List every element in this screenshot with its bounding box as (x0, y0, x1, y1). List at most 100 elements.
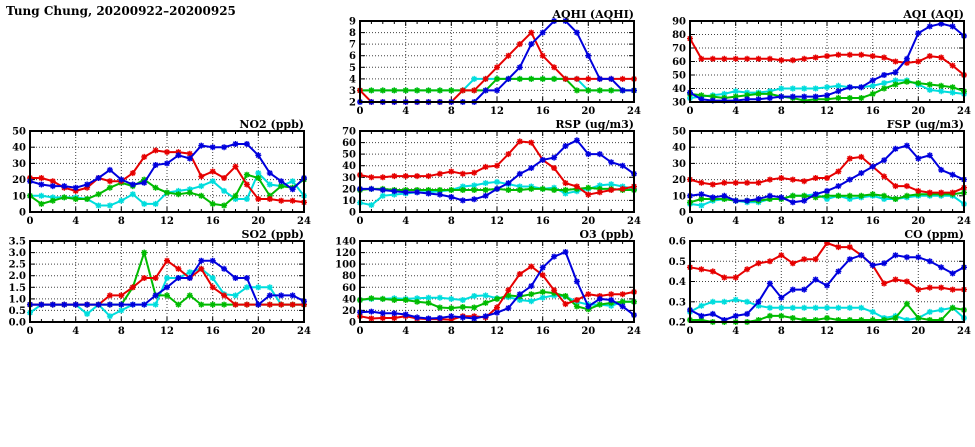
svg-text:30: 30 (672, 159, 686, 170)
chart-title: SO2 (ppb) (242, 228, 305, 241)
svg-text:7: 7 (349, 40, 356, 51)
svg-text:20: 20 (911, 216, 925, 227)
svg-text:8: 8 (448, 106, 455, 117)
svg-text:12: 12 (490, 326, 504, 337)
svg-text:70: 70 (342, 127, 356, 138)
chart-aqi: 30 40 50 60 70 80 90 0 4 8 12 16 20 24 AQI (AQI) (660, 8, 972, 118)
svg-text:80: 80 (342, 271, 356, 282)
svg-text:140: 140 (335, 237, 356, 248)
svg-text:4: 4 (402, 326, 409, 337)
plot-border (689, 130, 965, 213)
svg-text:60: 60 (342, 138, 356, 149)
svg-text:30: 30 (342, 173, 356, 184)
svg-text:20: 20 (581, 216, 595, 227)
svg-text:8: 8 (778, 216, 785, 227)
svg-text:0: 0 (349, 208, 356, 219)
svg-text:30: 30 (12, 159, 26, 170)
svg-text:50: 50 (12, 127, 26, 138)
chart-o3: 0 20 40 60 80 100 120 140 0 4 8 12 16 20 24 O3 (ppb) (330, 228, 642, 338)
svg-text:8: 8 (118, 326, 125, 337)
chart-title: RSP (ug/m3) (555, 118, 634, 131)
gridlines (30, 241, 304, 322)
svg-text:0.3: 0.3 (669, 297, 686, 308)
series-blue (27, 141, 307, 193)
svg-text:9: 9 (349, 17, 356, 28)
svg-text:12: 12 (820, 106, 834, 117)
svg-text:0: 0 (27, 216, 34, 227)
svg-text:0: 0 (687, 326, 694, 337)
chart-co: 0.2 0.3 0.4 0.5 0.6 0 4 8 12 16 20 24 CO (ppm) (660, 228, 972, 338)
chart-so2: 0.0 0.5 1.0 1.5 2.0 2.5 3.0 3.5 0 4 8 12 16 20 24 SO2 (… (0, 228, 312, 338)
svg-text:40: 40 (672, 84, 686, 95)
svg-text:24: 24 (627, 216, 641, 227)
svg-text:4: 4 (402, 106, 409, 117)
axis-labels: 0 10 20 30 40 50 0 4 8 12 16 20 24 (12, 127, 311, 228)
axis-labels: 30 40 50 60 70 80 90 0 4 8 12 16 20 24 (672, 17, 971, 118)
svg-text:10: 10 (342, 196, 356, 207)
chart-no2: 0 10 20 30 40 50 0 4 8 12 16 20 24 NO2 (ppb) (0, 118, 312, 228)
svg-text:60: 60 (342, 283, 356, 294)
svg-text:0.4: 0.4 (669, 277, 686, 288)
svg-text:16: 16 (536, 106, 550, 117)
svg-text:0: 0 (357, 326, 364, 337)
svg-text:16: 16 (536, 326, 550, 337)
svg-text:6: 6 (349, 51, 356, 62)
svg-text:24: 24 (627, 326, 641, 337)
chart-title: AQI (AQI) (902, 8, 964, 21)
svg-text:3.5: 3.5 (9, 237, 26, 248)
svg-text:0: 0 (357, 216, 364, 227)
svg-text:40: 40 (672, 143, 686, 154)
svg-text:50: 50 (672, 71, 686, 82)
svg-text:4: 4 (349, 74, 356, 85)
svg-text:40: 40 (342, 161, 356, 172)
svg-text:80: 80 (672, 30, 686, 41)
svg-text:20: 20 (251, 326, 265, 337)
svg-text:8: 8 (448, 216, 455, 227)
svg-text:30: 30 (672, 98, 686, 109)
page-title: Tung Chung, 20200922–20200925 (6, 4, 236, 18)
svg-text:60: 60 (672, 57, 686, 68)
svg-text:1.5: 1.5 (9, 283, 26, 294)
svg-text:20: 20 (911, 326, 925, 337)
chart-title: O3 (ppb) (579, 228, 634, 241)
svg-text:16: 16 (866, 216, 880, 227)
svg-text:3: 3 (349, 86, 356, 97)
chart-co-svg: 0.2 0.3 0.4 0.5 0.6 0 4 8 12 16 20 24 CO (ppm) (669, 228, 971, 337)
series-blue (357, 18, 637, 105)
svg-text:0: 0 (357, 106, 364, 117)
svg-text:2.0: 2.0 (9, 271, 26, 282)
svg-text:0.5: 0.5 (669, 257, 686, 268)
chart-title: AQHI (AQHI) (551, 8, 634, 21)
svg-text:0: 0 (679, 208, 686, 219)
svg-text:10: 10 (12, 191, 26, 202)
svg-text:12: 12 (490, 216, 504, 227)
svg-text:24: 24 (627, 106, 641, 117)
svg-text:0: 0 (349, 318, 356, 329)
plot-border (29, 240, 305, 323)
svg-text:1.0: 1.0 (9, 294, 26, 305)
chart-no2-svg: 0 10 20 30 40 50 0 4 8 12 16 20 24 NO2 (ppb) (12, 118, 311, 228)
svg-text:0: 0 (687, 216, 694, 227)
svg-text:40: 40 (342, 294, 356, 305)
svg-text:2: 2 (349, 98, 356, 109)
svg-text:4: 4 (72, 326, 79, 337)
svg-text:90: 90 (672, 17, 686, 28)
svg-text:20: 20 (342, 306, 356, 317)
svg-text:0.2: 0.2 (669, 318, 686, 329)
svg-text:20: 20 (672, 175, 686, 186)
svg-text:16: 16 (206, 326, 220, 337)
svg-text:0.5: 0.5 (9, 306, 26, 317)
svg-text:50: 50 (672, 127, 686, 138)
chart-title: NO2 (ppb) (239, 118, 304, 131)
svg-text:100: 100 (335, 260, 356, 271)
svg-text:16: 16 (206, 216, 220, 227)
svg-text:0.0: 0.0 (9, 318, 26, 329)
chart-title: CO (ppm) (904, 228, 964, 241)
svg-text:20: 20 (581, 106, 595, 117)
svg-text:4: 4 (732, 106, 739, 117)
